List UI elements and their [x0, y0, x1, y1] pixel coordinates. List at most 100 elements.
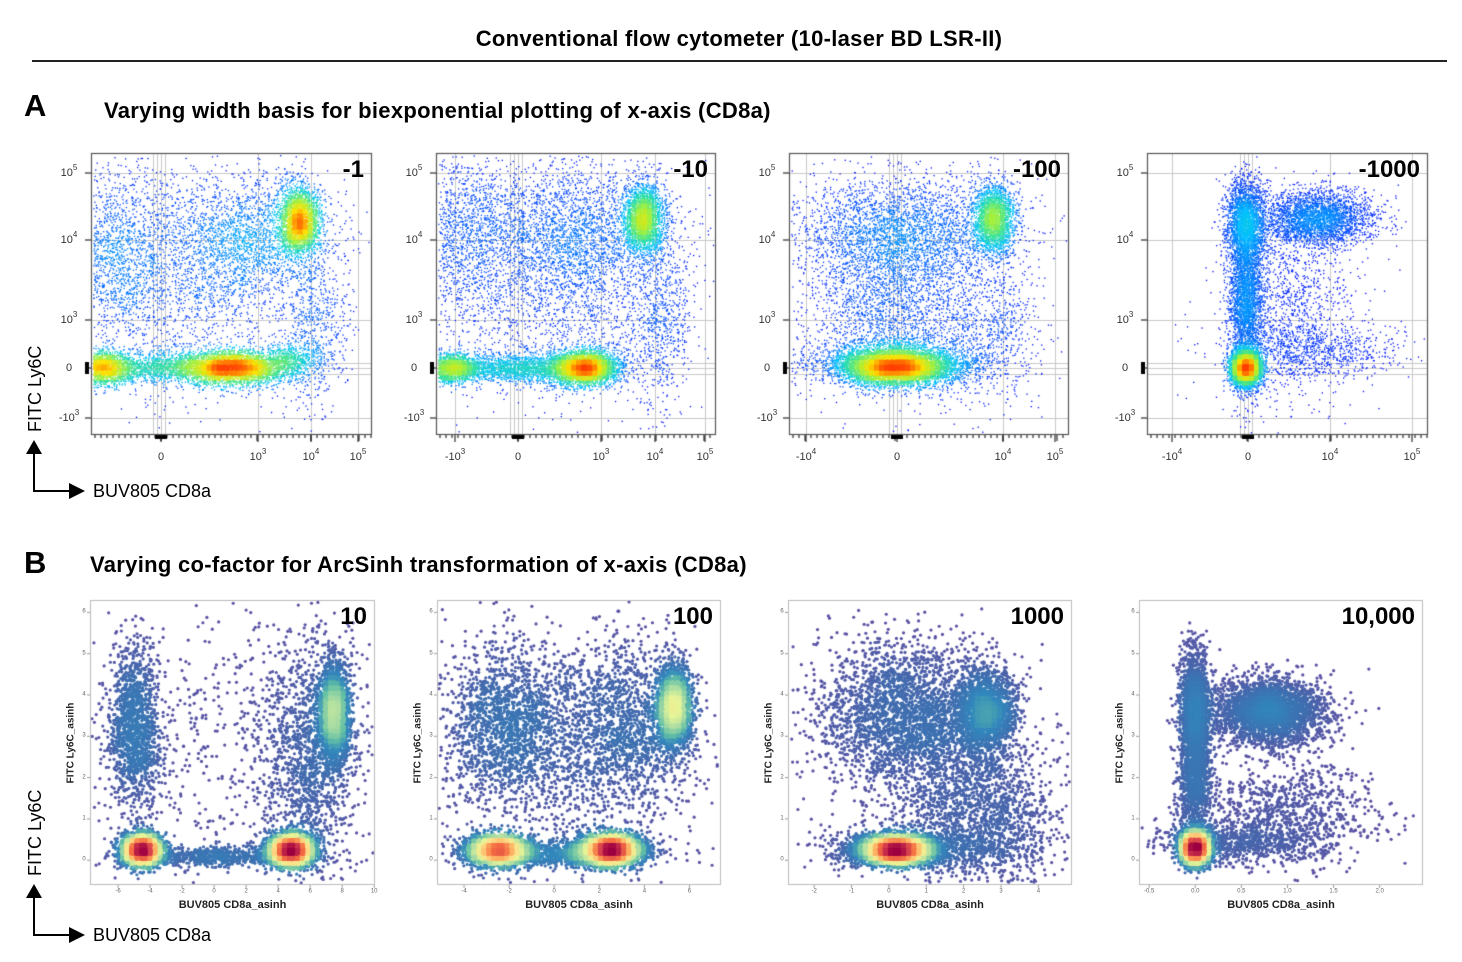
x-tick-label: 4	[276, 888, 280, 895]
y-tick-label: 0	[410, 362, 418, 374]
x-tick-label: 6	[687, 888, 692, 895]
x-tick-label: 0	[157, 451, 165, 463]
y-tick-label: 6	[1131, 608, 1135, 615]
y-tick-label: 104	[758, 230, 776, 247]
panel-a-y-axis-label: FITC Ly6C	[25, 345, 45, 432]
y-tick-label: -103	[756, 408, 778, 425]
y-tick-label: 0	[429, 856, 433, 863]
y-tick-label: 4	[780, 691, 784, 698]
x-tick-label: -0.5	[1143, 888, 1155, 895]
x-axis-title: BUV805 CD8a_asinh	[525, 899, 633, 911]
x-tick-label: 105	[349, 447, 367, 464]
y-tick-label: 104	[60, 230, 78, 247]
y-tick-label: 1	[82, 815, 86, 822]
x-tick-label: 104	[994, 447, 1012, 464]
y-axis-title: FITC Ly6C_asinh	[763, 702, 775, 783]
y-tick-label: 0	[82, 856, 86, 863]
y-axis-title: FITC Ly6C_asinh	[65, 702, 77, 783]
y-tick-label: 1	[780, 815, 784, 822]
x-tick-label: 10	[370, 888, 378, 895]
plot-parameter-label: 10,000	[1341, 603, 1415, 630]
x-tick-label: 2.0	[1375, 888, 1384, 895]
y-tick-label: 0	[65, 362, 73, 374]
x-tick-label: 1.5	[1329, 888, 1338, 895]
plot-parameter-label: -1000	[1358, 156, 1420, 183]
y-tick-label: 1	[1131, 815, 1135, 822]
x-tick-label: 1	[924, 888, 928, 895]
x-tick-label: 2	[597, 888, 601, 895]
y-tick-label: 5	[429, 650, 433, 657]
y-tick-label: 4	[1131, 691, 1135, 698]
y-tick-label: 105	[405, 163, 423, 180]
y-tick-label: 103	[1116, 310, 1134, 327]
x-tick-label: 104	[646, 447, 664, 464]
figure-title: Conventional flow cytometer (10-laser BD…	[475, 26, 1003, 51]
plot-parameter-label: 100	[672, 603, 713, 630]
y-tick-label: 2	[82, 774, 86, 781]
y-tick-label: 103	[60, 310, 78, 327]
scatter-canvas	[775, 139, 1083, 449]
y-tick-label: 1	[429, 815, 433, 822]
y-tick-label: 3	[82, 732, 86, 739]
plot-parameter-label: 1000	[1010, 603, 1064, 630]
y-axis-title: FITC Ly6C_asinh	[412, 702, 424, 783]
x-tick-label: 105	[1403, 447, 1421, 464]
panel-a-letter: A	[24, 88, 47, 123]
x-tick-label: -2	[811, 888, 817, 895]
arrow-up-icon	[26, 440, 42, 454]
y-tick-label: 5	[780, 650, 784, 657]
x-tick-label: -104	[1161, 447, 1183, 464]
x-tick-label: 0	[893, 451, 901, 463]
x-tick-label: 0	[212, 888, 216, 895]
y-tick-label: 105	[1116, 163, 1134, 180]
x-tick-label: 1.0	[1283, 888, 1292, 895]
x-tick-label: 0	[887, 888, 891, 895]
y-tick-label: 105	[758, 163, 776, 180]
scatter-canvas	[77, 139, 386, 449]
x-arrow-line	[33, 934, 71, 936]
x-tick-label: 0.0	[1191, 888, 1200, 895]
panel-b-x-axis-label: BUV805 CD8a	[93, 925, 212, 945]
y-tick-label: 2	[1131, 774, 1135, 781]
scatter-canvas	[76, 586, 389, 899]
x-axis-title: BUV805 CD8a_asinh	[876, 899, 984, 911]
y-tick-label: 5	[82, 650, 86, 657]
scatter-canvas	[1125, 586, 1437, 899]
plot-parameter-label: 10	[340, 603, 367, 630]
y-tick-label: 3	[1131, 732, 1135, 739]
plot-parameter-label: -10	[673, 156, 708, 183]
y-tick-label: 3	[429, 732, 433, 739]
y-tick-label: 2	[429, 774, 433, 781]
arrow-right-icon	[69, 927, 85, 943]
x-tick-label: 105	[696, 447, 714, 464]
x-tick-label: 104	[1321, 447, 1339, 464]
y-tick-label: 2	[780, 774, 784, 781]
panel-a-x-axis-label: BUV805 CD8a	[93, 481, 212, 501]
y-tick-label: 105	[60, 163, 78, 180]
scatter-canvas	[774, 586, 1086, 899]
y-tick-label: 104	[405, 230, 423, 247]
y-tick-label: 0	[1131, 856, 1135, 863]
x-tick-label: -6	[115, 888, 121, 895]
y-tick-label: -103	[403, 408, 425, 425]
x-tick-label: -104	[795, 447, 817, 464]
x-tick-label: -4	[147, 888, 153, 895]
x-tick-label: -1	[848, 888, 855, 895]
x-axis-title: BUV805 CD8a_asinh	[1227, 899, 1335, 911]
y-tick-label: 6	[780, 608, 784, 615]
y-arrow-line	[33, 896, 35, 936]
arrow-up-icon	[26, 884, 42, 898]
scatter-canvas	[1133, 139, 1442, 449]
x-tick-label: -4	[461, 888, 467, 895]
plot-parameter-label: -1	[342, 156, 364, 183]
x-tick-label: 104	[302, 447, 320, 464]
x-tick-label: -103	[444, 447, 466, 464]
x-arrow-line	[33, 490, 71, 492]
arrow-right-icon	[69, 483, 85, 499]
y-tick-label: -103	[58, 408, 80, 425]
panel-b-y-axis-label: FITC Ly6C	[25, 789, 45, 876]
y-tick-label: 6	[82, 608, 86, 615]
y-arrow-line	[33, 452, 35, 492]
x-tick-label: 0	[514, 451, 522, 463]
panel-a-title: Varying width basis for biexponential pl…	[104, 98, 771, 123]
